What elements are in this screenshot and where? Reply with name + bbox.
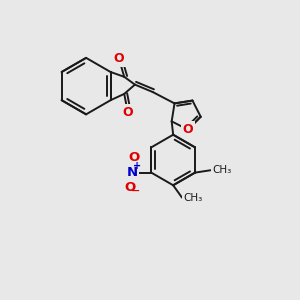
Text: O: O	[122, 106, 133, 119]
Text: CH₃: CH₃	[212, 165, 231, 175]
Text: O: O	[129, 151, 140, 164]
Text: N: N	[126, 166, 137, 179]
Text: O: O	[124, 181, 135, 194]
Text: O: O	[114, 52, 124, 65]
Text: O: O	[183, 123, 193, 136]
Text: +: +	[133, 161, 141, 171]
Text: CH₃: CH₃	[184, 193, 203, 203]
Text: −: −	[131, 186, 140, 196]
